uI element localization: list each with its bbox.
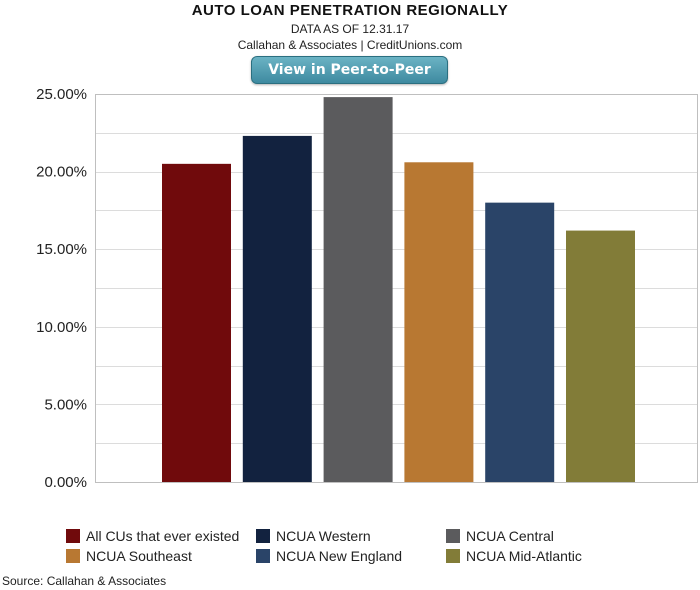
legend-item-ncua-mid-atlantic[interactable]: NCUA Mid-Atlantic — [446, 548, 636, 564]
y-tick-label: 20.00% — [36, 164, 87, 181]
legend-label: NCUA Southeast — [86, 548, 192, 564]
bar-1 — [162, 163, 231, 482]
y-tick-label: 25.00% — [36, 86, 87, 103]
y-tick-label: 0.00% — [44, 474, 87, 491]
legend-swatch — [256, 529, 270, 543]
legend-item-ncua-western[interactable]: NCUA Western — [256, 528, 446, 544]
legend-item-ncua-southeast[interactable]: NCUA Southeast — [66, 548, 256, 564]
bar-chart: 0.00% 5.00% 10.00% 15.00% 20.00% 25.00% — [36, 86, 698, 491]
plot-frame — [95, 94, 698, 483]
legend-item-ncua-new-england[interactable]: NCUA New England — [256, 548, 446, 564]
legend-label: NCUA Mid-Atlantic — [466, 548, 582, 564]
source-note: Source: Callahan & Associates — [2, 574, 167, 588]
y-tick-label: 10.00% — [36, 319, 87, 336]
legend-label: NCUA New England — [276, 548, 403, 564]
y-tick-label: 15.00% — [36, 241, 87, 258]
legend-swatch — [66, 529, 80, 543]
legend-item-ncua-central[interactable]: NCUA Central — [446, 528, 636, 544]
bar-5 — [485, 202, 555, 482]
y-tick-label: 5.00% — [44, 396, 87, 413]
chart-title: AUTO LOAN PENETRATION REGIONALLY — [191, 2, 509, 19]
legend-swatch — [446, 549, 460, 563]
bar-4 — [404, 162, 474, 482]
legend-label: NCUA Central — [466, 528, 554, 544]
bar-3 — [323, 97, 393, 482]
view-in-peer-to-peer-button[interactable]: View in Peer-to-Peer — [251, 56, 448, 84]
legend-label: NCUA Western — [276, 528, 371, 544]
legend-item-all-cus[interactable]: All CUs that ever existed — [66, 528, 256, 544]
legend-label: All CUs that ever existed — [86, 528, 240, 544]
legend-swatch — [256, 549, 270, 563]
chart-legend: All CUs that ever existed NCUA Western N… — [66, 528, 686, 564]
legend-swatch — [66, 549, 80, 563]
legend-swatch — [446, 529, 460, 543]
bar-6 — [566, 230, 635, 482]
data-date-line: DATA AS OF 12.31.17 — [290, 22, 410, 36]
bar-2 — [242, 135, 312, 482]
credit-line: Callahan & Associates | CreditUnions.com — [237, 38, 463, 52]
